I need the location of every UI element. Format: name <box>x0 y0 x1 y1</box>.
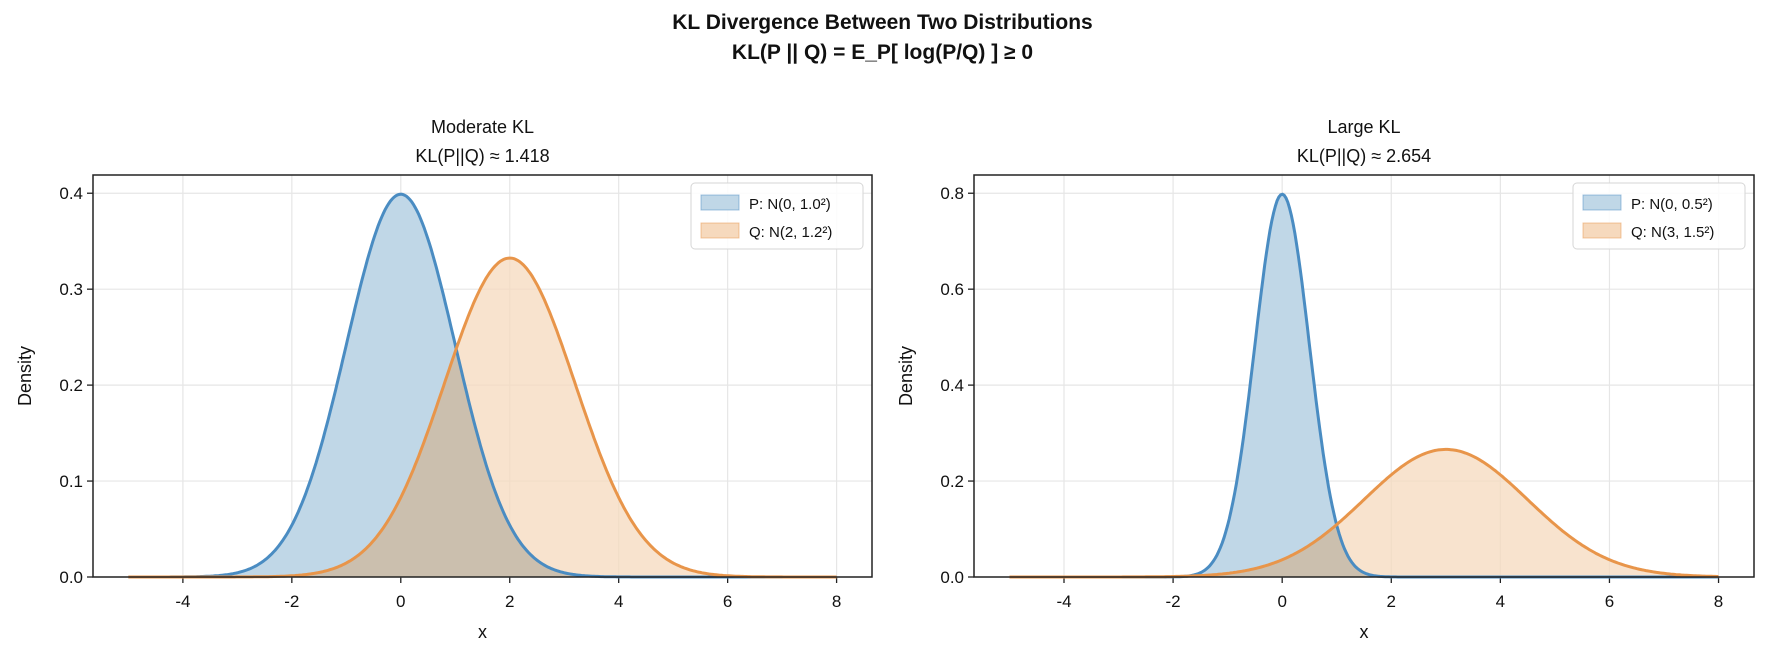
x-tick-label: 8 <box>1714 592 1723 611</box>
subplot-2: -4 -2 0 2 4 6 8 0.0 0.2 0.4 0.6 0.8 Large KL KL(P||Q)… <box>896 117 1755 642</box>
figure-title-line2: KL(P || Q) = E_P[ log(P/Q) ] ≥ 0 <box>731 41 1034 64</box>
legend-label: Q: N(2, 1.2²) <box>749 224 832 241</box>
legend-swatch-p <box>700 194 740 211</box>
subplot-title: Moderate KL <box>431 117 534 137</box>
subplot-title: Large KL <box>1327 117 1400 137</box>
y-tick-label: 0.6 <box>940 280 964 299</box>
y-tick-label: 0.8 <box>940 184 964 203</box>
y-tick-label: 0.4 <box>940 376 964 395</box>
legend: P: N(0, 1.0²) Q: N(2, 1.2²) <box>690 182 864 250</box>
y-tick-label: 0.0 <box>59 568 83 587</box>
y-tick-label: 0.1 <box>59 472 83 491</box>
x-tick-label: -4 <box>175 592 190 611</box>
subplot-1: -4 -2 0 2 4 6 8 0.0 0.1 0.2 0.3 0.4 Moderate KL KL(P|… <box>15 117 873 642</box>
x-tick-label: 6 <box>723 592 732 611</box>
x-tick-label: 0 <box>396 592 405 611</box>
y-tick-label: 0.0 <box>940 568 964 587</box>
y-axis-label: Density <box>15 346 35 406</box>
x-tick-label: 6 <box>1605 592 1614 611</box>
figure-title-line1: KL Divergence Between Two Distributions <box>672 11 1093 34</box>
legend-label: Q: N(3, 1.5²) <box>1631 224 1714 241</box>
x-tick-label: -4 <box>1056 592 1071 611</box>
overlap-fill <box>128 349 837 577</box>
x-tick-label: 0 <box>1277 592 1286 611</box>
axes-frame <box>92 174 873 578</box>
x-tick-label: -2 <box>1166 592 1181 611</box>
legend: P: N(0, 0.5²) Q: N(3, 1.5²) <box>1572 182 1746 250</box>
axes-frame <box>973 174 1755 578</box>
y-axis-label: Density <box>896 346 916 406</box>
x-tick-label: 2 <box>505 592 514 611</box>
series-fill-q <box>128 258 837 577</box>
x-axis-label: x <box>1360 622 1369 642</box>
x-tick-label: 8 <box>832 592 841 611</box>
x-axis-label: x <box>478 622 487 642</box>
x-tick-label: 2 <box>1387 592 1396 611</box>
legend-swatch-q <box>1582 222 1622 239</box>
legend-label: P: N(0, 0.5²) <box>1631 196 1713 213</box>
subplot-subtitle: KL(P||Q) ≈ 2.654 <box>1297 146 1431 166</box>
legend-swatch-p <box>1582 194 1622 211</box>
y-tick-label: 0.3 <box>59 280 83 299</box>
x-tick-label: -2 <box>284 592 299 611</box>
y-tick-label: 0.2 <box>940 472 964 491</box>
subplot-subtitle: KL(P||Q) ≈ 1.418 <box>415 146 549 166</box>
y-tick-label: 0.2 <box>59 376 83 395</box>
legend-swatch-q <box>700 222 740 239</box>
x-tick-label: 4 <box>1496 592 1505 611</box>
x-tick-label: 4 <box>614 592 623 611</box>
series-fill-q <box>1009 449 1719 577</box>
legend-label: P: N(0, 1.0²) <box>749 196 831 213</box>
y-tick-label: 0.4 <box>59 184 83 203</box>
